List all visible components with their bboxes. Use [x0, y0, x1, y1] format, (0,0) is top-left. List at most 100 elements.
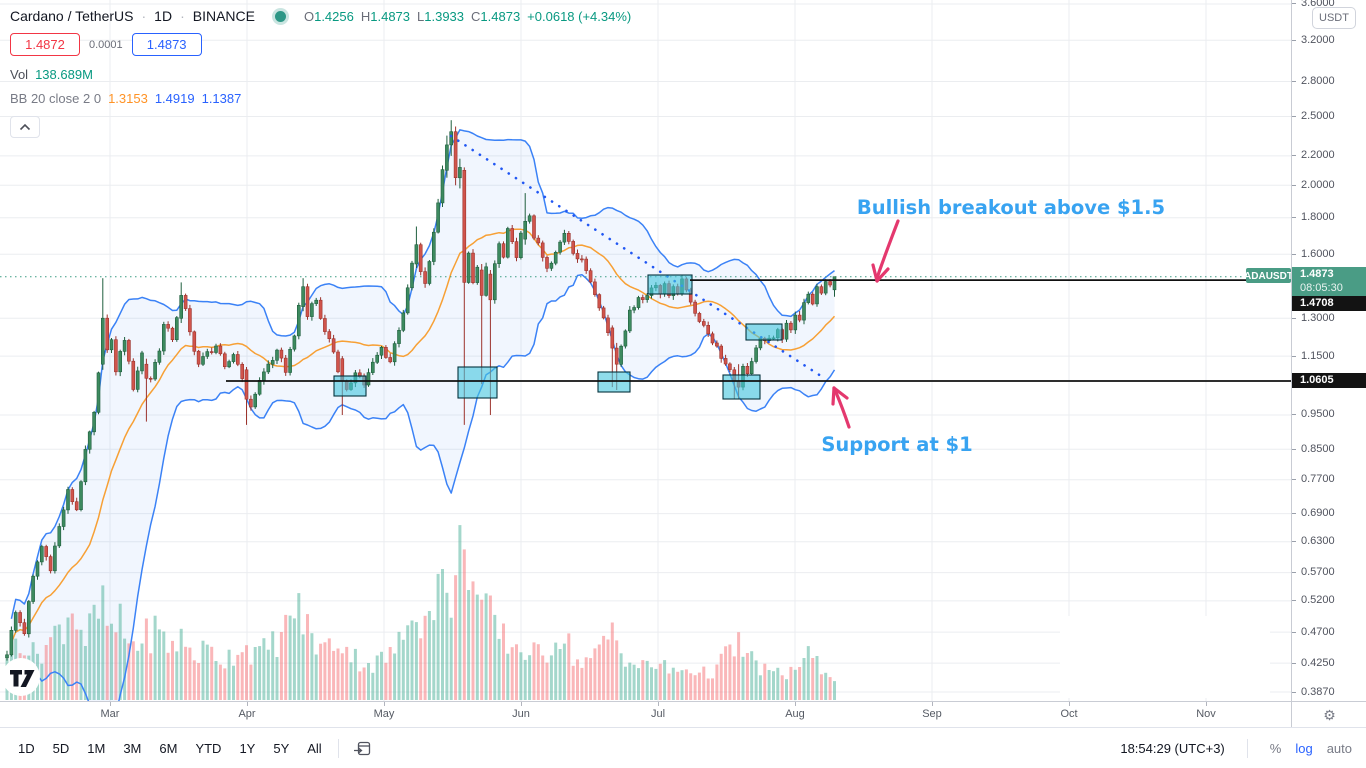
axis-settings-button[interactable]: ⚙ — [1291, 701, 1366, 728]
tradingview-logo-icon — [2, 658, 40, 696]
level-price-label: 1.4708 — [1292, 296, 1366, 311]
watermark-blank — [1060, 616, 1270, 698]
range-button-1m[interactable]: 1M — [87, 741, 106, 756]
title-separator: · — [141, 8, 147, 24]
buy-button[interactable]: 1.4873 — [131, 33, 202, 56]
month-tick — [521, 702, 522, 706]
toolbar-divider — [1246, 739, 1248, 758]
current-price-label: 1.4873 08:05:30 — [1292, 267, 1366, 296]
range-button-1y[interactable]: 1Y — [239, 741, 256, 756]
price-tick: 0.5200 — [1292, 593, 1366, 608]
ohlc-values: O1.4256 H1.4873 L1.3933 C1.4873 +0.0618 … — [303, 8, 632, 24]
price-tick: 0.4700 — [1292, 625, 1366, 640]
log-scale-button[interactable]: log — [1295, 741, 1313, 756]
chart-legend: Cardano / TetherUS · 1D · BINANCE O1.425… — [10, 8, 631, 138]
highlight-box[interactable] — [333, 375, 367, 397]
price-tick: 0.8500 — [1292, 442, 1366, 457]
chart-canvas[interactable]: Bullish breakout above $1.5 Support at $1… — [0, 0, 1291, 701]
month-label: Mar — [100, 708, 120, 720]
month-label: Apr — [238, 708, 256, 720]
month-label: May — [373, 708, 395, 720]
volume-label[interactable]: Vol — [10, 67, 29, 82]
open-value: 1.4256 — [314, 8, 354, 24]
month-tick — [384, 702, 385, 706]
breakout-annotation[interactable]: Bullish breakout above $1.5 — [857, 196, 1165, 219]
time-axis[interactable]: Mar Apr May Jun Jul Aug Sep Oct Nov — [0, 701, 1291, 728]
toolbar-divider — [337, 739, 339, 758]
bb-lower-value: 1.1387 — [201, 91, 242, 106]
month-tick — [795, 702, 796, 706]
percent-scale-button[interactable]: % — [1269, 741, 1282, 756]
range-button-5d[interactable]: 5D — [52, 741, 70, 756]
bollinger-fill — [11, 129, 835, 701]
level-price-label: 1.0605 — [1292, 373, 1366, 388]
price-tick: 3.6000 — [1292, 0, 1366, 11]
title-separator: · — [180, 8, 185, 24]
highlight-box[interactable] — [597, 371, 631, 393]
highlight-box[interactable] — [722, 374, 761, 400]
bb-basis-value: 1.3153 — [108, 91, 148, 106]
price-tick: 2.5000 — [1292, 109, 1366, 124]
month-tick — [658, 702, 659, 706]
breakout-arrow — [871, 219, 900, 283]
symbol-price-tag: ADAUSDT — [1244, 268, 1291, 283]
range-button-5y[interactable]: 5Y — [273, 741, 290, 756]
range-button-all[interactable]: All — [307, 741, 322, 756]
close-value: 1.4873 — [480, 8, 521, 24]
currency-toggle-button[interactable]: USDT — [1312, 7, 1356, 29]
month-label: Aug — [785, 708, 805, 720]
svg-text:ADAUSDT: ADAUSDT — [1244, 271, 1291, 282]
go-to-date-button[interactable] — [347, 738, 378, 759]
price-tick: 0.6300 — [1292, 534, 1366, 549]
date-range-buttons: 1D 5D 1M 3M 6M YTD 1Y 5Y All — [0, 738, 330, 759]
price-tick: 0.4250 — [1292, 656, 1366, 671]
range-button-1d[interactable]: 1D — [18, 741, 35, 756]
volume-value: 138.689M — [35, 67, 93, 82]
high-value: 1.4873 — [370, 8, 411, 24]
month-tick — [110, 702, 111, 706]
price-axis[interactable]: USDT 3.6000 3.2000 2.8000 2.5000 2.2000 2.000… — [1291, 0, 1366, 701]
price-tick: 0.7700 — [1292, 472, 1366, 487]
range-button-3m[interactable]: 3M — [123, 741, 142, 756]
market-status-icon[interactable] — [274, 10, 286, 22]
month-label: Nov — [1196, 708, 1216, 720]
month-label: Sep — [922, 708, 942, 720]
month-label: Oct — [1060, 708, 1078, 720]
price-tick: 0.6900 — [1292, 506, 1366, 521]
exchange-label[interactable]: BINANCE — [192, 8, 255, 24]
month-tick — [932, 702, 933, 706]
interval-label[interactable]: 1D — [154, 8, 173, 24]
highlight-box[interactable] — [457, 366, 498, 399]
month-tick — [1206, 702, 1207, 706]
range-button-ytd[interactable]: YTD — [195, 741, 222, 756]
spread-value: 0.0001 — [89, 38, 123, 51]
go-to-date-icon — [353, 741, 370, 756]
bb-upper-value: 1.4919 — [154, 91, 195, 106]
highlight-box[interactable] — [745, 323, 783, 341]
current-price-value: 1.4873 — [1300, 268, 1334, 280]
support-annotation[interactable]: Support at $1 — [821, 433, 972, 456]
session-clock[interactable]: 18:54:29 (UTC+3) — [1120, 741, 1225, 756]
price-tick: 2.0000 — [1292, 178, 1366, 193]
bar-countdown: 08:05:30 — [1300, 282, 1343, 294]
symbol-title[interactable]: Cardano / TetherUS — [10, 8, 134, 24]
legend-collapse-button[interactable] — [10, 116, 40, 138]
bottom-toolbar: 1D 5D 1M 3M 6M YTD 1Y 5Y All 18:54:29 (UTC+3) % … — [0, 727, 1366, 768]
highlight-box[interactable] — [647, 274, 693, 295]
auto-scale-button[interactable]: auto — [1326, 741, 1352, 756]
change-value: +0.0618 (+4.34%) — [527, 8, 632, 24]
price-tick: 2.2000 — [1292, 148, 1366, 163]
bb-indicator-label[interactable]: BB 20 close 2 0 — [10, 91, 102, 106]
price-tick: 0.5700 — [1292, 565, 1366, 580]
month-label: Jul — [650, 708, 666, 720]
price-tick: 3.2000 — [1292, 33, 1366, 48]
month-tick — [247, 702, 248, 706]
price-tick: 0.9500 — [1292, 407, 1366, 422]
price-tick: 2.8000 — [1292, 74, 1366, 89]
month-label: Jun — [512, 708, 530, 720]
price-tick: 1.8000 — [1292, 210, 1366, 225]
range-button-6m[interactable]: 6M — [159, 741, 178, 756]
price-tick: 1.6000 — [1292, 247, 1366, 262]
sell-button[interactable]: 1.4872 — [10, 33, 80, 56]
